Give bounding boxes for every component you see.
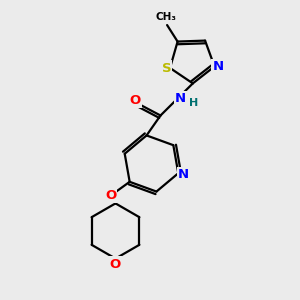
Text: N: N: [212, 60, 224, 73]
Text: N: N: [178, 168, 189, 181]
Text: CH₃: CH₃: [156, 12, 177, 22]
Text: S: S: [162, 61, 171, 74]
Text: H: H: [189, 98, 198, 107]
Text: O: O: [130, 94, 141, 107]
Text: O: O: [109, 257, 121, 271]
Text: O: O: [105, 189, 116, 203]
Text: N: N: [175, 92, 186, 105]
